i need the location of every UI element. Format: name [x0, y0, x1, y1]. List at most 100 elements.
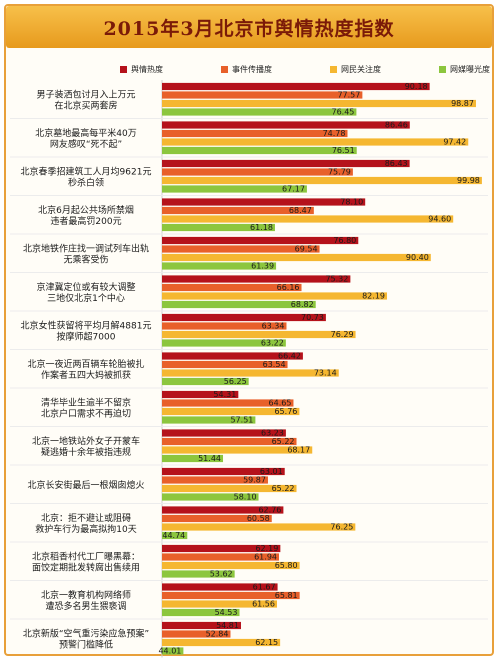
- data-label: 56.25: [224, 377, 247, 386]
- legend-item-3: 网媒曝光度: [439, 64, 490, 75]
- bar: [162, 108, 357, 116]
- category-label: 救护车行为最高拟拘10天: [35, 523, 136, 535]
- category-label: 北京长安街最后一根烟囱熄火: [27, 479, 144, 491]
- data-label: 63.01: [260, 467, 283, 476]
- bar: [162, 223, 275, 232]
- legend-swatch-1: [221, 65, 228, 73]
- bar: [162, 369, 339, 377]
- bar: [162, 399, 294, 407]
- bar: [162, 506, 284, 514]
- bar: [162, 176, 482, 185]
- data-label: 57.51: [230, 416, 253, 425]
- bar: [162, 621, 241, 630]
- data-label: 62.76: [258, 506, 281, 515]
- data-label: 63.54: [263, 360, 286, 369]
- bar: [162, 360, 288, 369]
- bar: [162, 493, 259, 501]
- bar: [162, 390, 239, 399]
- legend-label-3: 网媒曝光度: [450, 64, 490, 74]
- bar: [162, 484, 297, 493]
- data-label: 90.18: [405, 82, 428, 91]
- bar: [162, 330, 356, 339]
- category-label: 秒杀白领: [68, 176, 104, 188]
- category-label: 违者最高罚200元: [50, 215, 121, 227]
- bar: [162, 476, 268, 484]
- category-label: 面饺定期批发转腐出售续用: [32, 561, 140, 573]
- data-label: 54.81: [216, 621, 239, 630]
- bar: [162, 275, 351, 283]
- bar: [162, 245, 320, 253]
- data-label: 76.51: [332, 146, 355, 155]
- category-label: 在北京买两套房: [54, 99, 117, 111]
- bar: [162, 553, 280, 561]
- category-label: 按摩师超7000: [57, 330, 116, 342]
- bar: [162, 91, 363, 99]
- bar: [162, 523, 356, 531]
- category-label: 北京户口需求不再迫切: [41, 407, 131, 419]
- category-label: 北京墓地最高每平米40万: [35, 127, 136, 139]
- category-label: 北京一地铁站外女子开蒙车: [32, 435, 140, 447]
- category-label: 北京稻香村代工厂曝黑幕：: [32, 550, 140, 562]
- bar: [162, 159, 410, 168]
- category-label: 遭恐多名男生猥亵调: [45, 600, 126, 612]
- category-label: 北京新版“空气重污染应急预案”: [23, 627, 149, 639]
- data-label: 82.19: [362, 292, 385, 301]
- category-label: 北京：拒不避让或阻碍: [41, 512, 131, 524]
- data-label: 61.67: [253, 583, 276, 592]
- data-label: 74.78: [323, 129, 346, 138]
- category-label: 作案者五四大妈被抓获: [41, 369, 131, 381]
- bar: [162, 437, 297, 446]
- legend-item-0: 舆情热度: [120, 64, 163, 75]
- bar: [162, 591, 300, 600]
- bar: [162, 583, 278, 591]
- bar: [162, 429, 286, 437]
- bar: [162, 283, 302, 292]
- bar: [162, 531, 188, 540]
- data-label: 66.16: [277, 283, 300, 292]
- chart-title: 2015年3月北京市舆情热度指数: [103, 17, 395, 40]
- data-label: 66.42: [278, 352, 301, 361]
- bar: [162, 467, 285, 476]
- data-label: 90.40: [406, 253, 429, 262]
- data-label: 98.87: [451, 99, 474, 108]
- legend-item-1: 事件传播度: [221, 64, 272, 75]
- bar: [162, 129, 348, 138]
- bar: [162, 138, 469, 146]
- data-label: 63.34: [262, 322, 285, 331]
- bar: [162, 292, 388, 300]
- data-label: 94.60: [428, 215, 451, 224]
- data-label: 70.73: [301, 313, 324, 322]
- data-label: 59.87: [243, 476, 266, 485]
- data-label: 97.42: [443, 138, 466, 147]
- bar: [162, 262, 277, 270]
- bar: [162, 121, 410, 129]
- data-label: 69.54: [295, 245, 318, 254]
- data-label: 61.39: [251, 262, 274, 271]
- category-label: 网友感叹“死不起”: [50, 138, 122, 150]
- bar: [162, 206, 314, 215]
- data-label: 60.58: [247, 514, 270, 523]
- category-label: 男子装洒包讨月入上万元: [36, 88, 135, 100]
- data-label: 76.80: [333, 236, 356, 245]
- bar: [162, 82, 430, 91]
- legend-label-2: 网民关注度: [341, 64, 381, 74]
- data-label: 68.47: [289, 206, 312, 215]
- data-label: 65.80: [275, 561, 298, 570]
- bar: [162, 570, 235, 578]
- bar: [162, 352, 303, 360]
- data-label: 86.43: [385, 159, 408, 168]
- bar: [162, 600, 277, 608]
- category-label: 北京春季招建筑工人月均9621元: [21, 165, 152, 177]
- bar: [162, 608, 240, 617]
- data-label: 65.76: [274, 407, 297, 416]
- data-label: 44.74: [162, 531, 185, 540]
- bar: [162, 377, 249, 386]
- bar: [162, 544, 281, 553]
